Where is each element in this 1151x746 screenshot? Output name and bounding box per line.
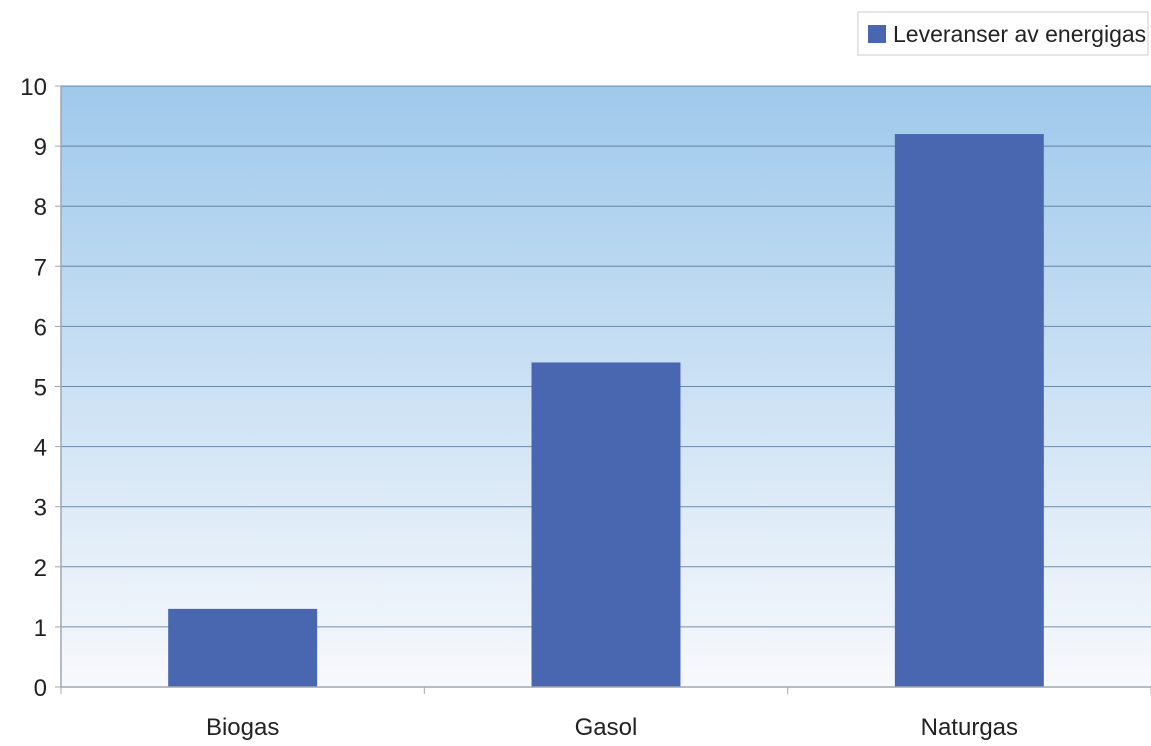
y-tick-label: 9: [34, 134, 47, 161]
y-tick-label: 10: [20, 74, 47, 101]
y-tick-label: 1: [34, 615, 47, 642]
legend-label: Leveranser av energigas: [893, 21, 1146, 47]
bar-gasol: [531, 362, 681, 687]
bars: [168, 134, 1044, 687]
bar-biogas: [168, 608, 318, 687]
legend-swatch: [868, 25, 886, 43]
x-axis-category-labels: Biogas Gasol Naturgas: [206, 714, 1018, 741]
y-tick-label: 0: [34, 675, 47, 702]
y-tick-label: 8: [34, 194, 47, 221]
x-category-label: Gasol: [575, 714, 638, 741]
y-tick-label: 4: [34, 435, 47, 462]
axes: [55, 85, 1151, 694]
y-tick-label: 7: [34, 254, 47, 281]
x-category-label: Naturgas: [921, 714, 1018, 741]
y-tick-label: 2: [34, 555, 47, 582]
x-category-label: Biogas: [206, 714, 279, 741]
y-tick-label: 6: [34, 314, 47, 341]
y-tick-label: 3: [34, 495, 47, 522]
legend-box: [857, 11, 1149, 56]
bar-naturgas: [894, 134, 1044, 687]
y-axis-tick-labels: 0 1 2 3 4 5 6 7 8 9 10: [20, 74, 47, 702]
y-tick-label: 5: [34, 375, 47, 402]
legend: Leveranser av energigas: [857, 11, 1149, 56]
